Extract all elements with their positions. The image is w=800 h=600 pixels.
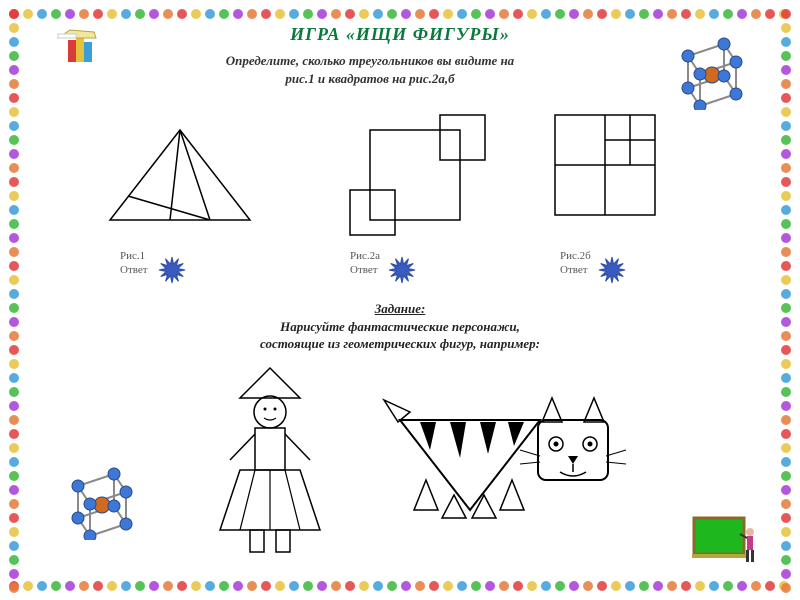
border-top [6,6,794,22]
figures-row [90,100,710,240]
starburst-icon [158,256,186,284]
starburst-icon [388,256,416,284]
fig2b-answer: Ответ [560,264,588,276]
task-line2: состоящие из геометрических фигур, напри… [260,336,540,351]
fig1-answer: Ответ [120,264,148,276]
subtitle-line2: рис.1 и квадратов на рис.2а,б [285,71,454,86]
fig2a-name: Рис.2а [350,250,380,262]
subtitle: Определите, сколько треугольников вы вид… [100,52,640,87]
figure-2b-squares [550,110,670,230]
cat-figure [380,390,640,540]
fig2b-name: Рис.2б [560,250,591,262]
fig1-name: Рис.1 [120,250,145,262]
starburst-icon [598,256,626,284]
task-line1: Нарисуйте фантастические персонажи, [280,319,520,334]
person-figure [200,360,340,560]
label-fig2a: Рис.2а Ответ [350,250,380,278]
figure-1-triangles [100,120,260,230]
chalkboard-icon [690,514,760,570]
cube-icon [60,460,140,540]
page-title: ИГРА «ИЩИ ФИГУРЫ» [0,24,800,45]
figure-2a-squares [340,110,500,240]
border-bottom [6,578,794,594]
figure-labels: Рис.1 Ответ Рис.2а Ответ Рис.2б Ответ [90,250,710,290]
task-block: Задание: Нарисуйте фантастические персон… [0,300,800,353]
task-heading: Задание: [375,301,426,316]
label-fig1: Рис.1 Ответ [120,250,148,278]
label-fig2b: Рис.2б Ответ [560,250,591,278]
fig2a-answer: Ответ [350,264,378,276]
example-characters [180,360,640,560]
subtitle-line1: Определите, сколько треугольников вы вид… [226,53,514,68]
